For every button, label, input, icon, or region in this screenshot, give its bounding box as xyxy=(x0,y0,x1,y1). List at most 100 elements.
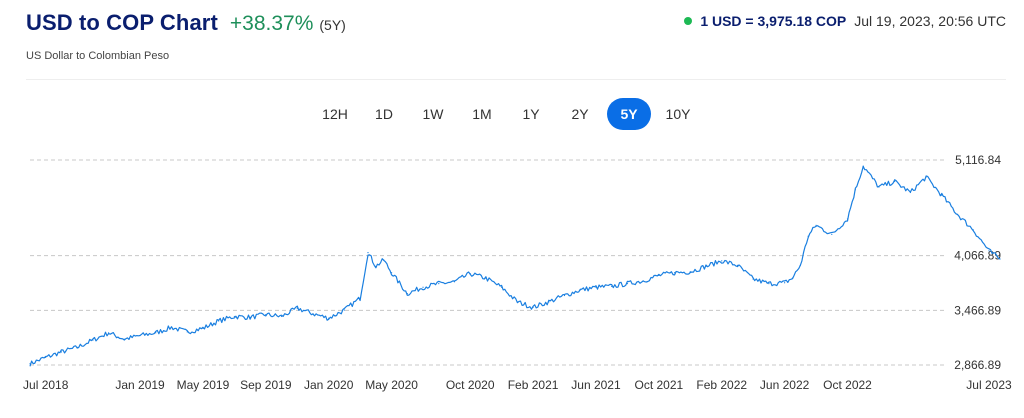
x-tick-label: Jul 2018 xyxy=(23,378,69,392)
data-point xyxy=(909,191,911,194)
y-axis-labels: 5,116.84 4,066.89 3,466.89 2,866.89 xyxy=(954,153,1001,372)
data-point xyxy=(563,294,566,297)
live-status-dot-icon xyxy=(684,17,693,25)
x-tick-label: Jan 2020 xyxy=(304,378,354,392)
data-point xyxy=(988,250,990,252)
data-point xyxy=(579,289,581,291)
data-point xyxy=(854,189,856,191)
data-point xyxy=(941,194,943,196)
data-point xyxy=(784,282,786,284)
data-point xyxy=(999,258,1001,260)
rate-timestamp: Jul 19, 2023, 20:56 UTC xyxy=(854,13,1006,29)
range-button-5y[interactable]: 5Y xyxy=(607,98,651,130)
data-point xyxy=(658,274,660,277)
data-point xyxy=(367,252,369,254)
page-title: USD to COP Chart xyxy=(26,10,218,35)
range-button-2y[interactable]: 2Y xyxy=(571,106,589,122)
data-point xyxy=(642,280,644,282)
series-layer xyxy=(29,165,1001,367)
data-point xyxy=(956,213,959,215)
data-point xyxy=(532,306,534,308)
data-point xyxy=(186,331,188,333)
data-point xyxy=(359,297,361,299)
data-point xyxy=(155,332,157,334)
x-tick-label: Feb 2022 xyxy=(696,378,747,392)
x-tick-label: Sep 2019 xyxy=(240,378,292,392)
title-row: USD to COP Chart +38.37% (5Y) xyxy=(26,10,1006,36)
data-point xyxy=(123,338,125,340)
data-point xyxy=(862,165,864,167)
series-line-usd-cop xyxy=(29,165,1001,367)
range-button-1y[interactable]: 1Y xyxy=(522,106,540,122)
data-point xyxy=(595,286,597,288)
data-point xyxy=(626,283,629,285)
data-point xyxy=(249,316,251,318)
data-point xyxy=(673,272,676,274)
page-subtitle: US Dollar to Colombian Peso xyxy=(26,50,170,62)
data-point xyxy=(29,363,31,365)
data-point xyxy=(343,309,346,311)
data-point xyxy=(280,315,283,318)
change-period: (5Y) xyxy=(319,17,346,33)
data-point xyxy=(139,334,141,337)
data-point xyxy=(296,307,298,309)
data-point xyxy=(791,277,794,279)
x-tick-label: Oct 2020 xyxy=(446,378,495,392)
data-point xyxy=(422,286,424,288)
data-point xyxy=(60,351,63,353)
x-tick-label: May 2020 xyxy=(365,378,418,392)
data-point xyxy=(736,264,739,267)
data-point xyxy=(453,281,456,283)
data-point xyxy=(705,265,707,267)
current-rate: 1 USD = 3,975.18 COP Jul 19, 2023, 20:56… xyxy=(684,13,1006,29)
range-button-10y[interactable]: 10Y xyxy=(665,106,691,122)
data-point xyxy=(202,327,204,329)
data-point xyxy=(170,326,173,328)
data-point xyxy=(548,301,550,303)
data-point xyxy=(485,277,487,279)
data-point xyxy=(265,314,267,316)
data-point xyxy=(925,176,927,178)
range-button-1d[interactable]: 1D xyxy=(375,106,393,122)
data-point xyxy=(328,317,330,319)
x-tick-label: Oct 2022 xyxy=(823,378,872,392)
x-tick-label: Oct 2021 xyxy=(634,378,683,392)
data-point xyxy=(76,346,78,349)
y-tick-label: 2,866.89 xyxy=(954,358,1001,372)
data-point xyxy=(45,356,47,359)
data-point xyxy=(383,259,385,261)
time-range-selector: 12H 1D 1W 1M 1Y 2Y 5Y 10Y xyxy=(313,98,700,130)
data-point xyxy=(721,260,723,262)
x-tick-label: May 2019 xyxy=(177,378,230,392)
data-point xyxy=(972,229,974,231)
data-point xyxy=(611,285,613,287)
x-tick-label: Jun 2022 xyxy=(760,378,810,392)
data-point xyxy=(768,283,770,285)
x-tick-label: Jul 2023 xyxy=(966,378,1012,392)
header-divider xyxy=(26,79,1006,80)
data-point xyxy=(752,278,754,280)
data-point xyxy=(799,264,801,267)
data-point xyxy=(516,301,518,303)
data-point xyxy=(501,286,503,288)
data-point xyxy=(375,265,377,267)
percent-change: +38.37% xyxy=(229,12,314,35)
x-tick-label: Jun 2021 xyxy=(571,378,621,392)
data-point xyxy=(831,233,833,236)
y-tick-label: 3,466.89 xyxy=(954,303,1001,317)
chart-header: USD to COP Chart +38.37% (5Y) US Dollar … xyxy=(26,10,1006,70)
x-tick-label: Feb 2021 xyxy=(508,378,559,392)
data-point xyxy=(233,315,235,318)
data-point xyxy=(807,235,809,237)
data-point xyxy=(469,273,471,275)
range-button-1w[interactable]: 1W xyxy=(422,106,444,122)
usd-cop-line-chart[interactable]: 5,116.84 4,066.89 3,466.89 2,866.89 Jul 201… xyxy=(0,145,1024,418)
range-button-12h[interactable]: 12H xyxy=(322,106,348,122)
data-point xyxy=(438,283,440,285)
data-point xyxy=(312,313,314,315)
data-point xyxy=(406,293,408,295)
data-point xyxy=(108,332,110,334)
data-point xyxy=(390,272,393,274)
data-point xyxy=(92,339,94,341)
range-button-1m[interactable]: 1M xyxy=(472,106,492,122)
